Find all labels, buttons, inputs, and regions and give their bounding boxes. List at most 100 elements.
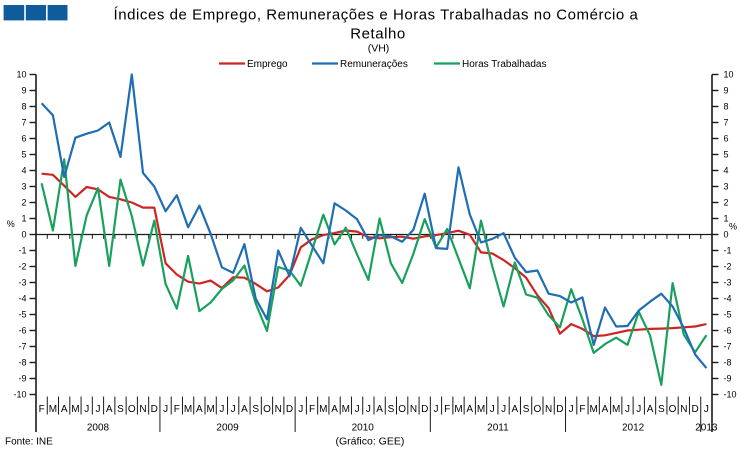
svg-text:N: N — [275, 404, 282, 415]
svg-text:-4: -4 — [724, 294, 732, 304]
svg-text:-10: -10 — [724, 390, 737, 400]
svg-text:-8: -8 — [724, 358, 732, 368]
svg-text:A: A — [331, 404, 338, 415]
svg-text:8: 8 — [21, 102, 26, 112]
svg-text:A: A — [61, 404, 68, 415]
svg-text:M: M — [342, 404, 350, 415]
svg-text:5: 5 — [724, 150, 729, 160]
svg-text:Retalho: Retalho — [350, 26, 406, 43]
svg-text:-2: -2 — [18, 262, 26, 272]
svg-text:F: F — [39, 404, 45, 415]
svg-text:N: N — [680, 404, 687, 415]
svg-text:M: M — [319, 404, 327, 415]
svg-text:J: J — [433, 404, 438, 415]
svg-text:0: 0 — [724, 230, 729, 240]
svg-text:A: A — [647, 404, 654, 415]
svg-text:2013: 2013 — [695, 423, 718, 434]
svg-text:10: 10 — [16, 70, 26, 80]
svg-text:-9: -9 — [18, 374, 26, 384]
svg-text:Emprego: Emprego — [247, 59, 288, 70]
svg-text:-1: -1 — [18, 246, 26, 256]
svg-text:J: J — [355, 404, 360, 415]
svg-text:1: 1 — [724, 214, 729, 224]
svg-text:J: J — [704, 404, 709, 415]
svg-text:-1: -1 — [724, 246, 732, 256]
svg-text:J: J — [84, 404, 89, 415]
svg-text:S: S — [388, 404, 395, 415]
svg-text:9: 9 — [724, 86, 729, 96]
svg-text:J: J — [490, 404, 495, 415]
svg-text:2012: 2012 — [622, 423, 645, 434]
svg-text:-4: -4 — [18, 294, 26, 304]
svg-text:M: M — [71, 404, 79, 415]
svg-text:J: J — [501, 404, 506, 415]
svg-text:M: M — [590, 404, 598, 415]
svg-text:6: 6 — [724, 134, 729, 144]
svg-text:2008: 2008 — [87, 423, 110, 434]
svg-text:2: 2 — [724, 198, 729, 208]
svg-text:A: A — [106, 404, 113, 415]
svg-text:A: A — [466, 404, 473, 415]
svg-text:O: O — [128, 404, 136, 415]
svg-text:M: M — [184, 404, 192, 415]
svg-text:O: O — [263, 404, 271, 415]
svg-text:M: M — [49, 404, 57, 415]
svg-text:J: J — [298, 404, 303, 415]
svg-text:%: % — [729, 222, 737, 232]
svg-text:J: J — [366, 404, 371, 415]
svg-text:-5: -5 — [724, 310, 732, 320]
svg-text:S: S — [117, 404, 124, 415]
svg-text:2: 2 — [21, 198, 26, 208]
svg-text:A: A — [241, 404, 248, 415]
svg-text:4: 4 — [724, 166, 729, 176]
svg-text:O: O — [669, 404, 677, 415]
svg-text:N: N — [545, 404, 552, 415]
svg-text:-3: -3 — [18, 278, 26, 288]
svg-text:O: O — [398, 404, 406, 415]
svg-text:D: D — [691, 404, 698, 415]
svg-text:A: A — [196, 404, 203, 415]
svg-text:J: J — [219, 404, 224, 415]
svg-text:A: A — [511, 404, 518, 415]
svg-text:-2: -2 — [724, 262, 732, 272]
svg-text:F: F — [579, 404, 585, 415]
svg-text:2010: 2010 — [352, 423, 375, 434]
svg-text:F: F — [174, 404, 180, 415]
svg-text:D: D — [421, 404, 428, 415]
svg-text:-3: -3 — [724, 278, 732, 288]
svg-text:4: 4 — [21, 166, 26, 176]
svg-text:-6: -6 — [724, 326, 732, 336]
svg-text:J: J — [636, 404, 641, 415]
svg-text:7: 7 — [21, 118, 26, 128]
svg-text:5: 5 — [21, 150, 26, 160]
svg-text:9: 9 — [21, 86, 26, 96]
svg-text:-10: -10 — [13, 390, 26, 400]
svg-text:J: J — [163, 404, 168, 415]
svg-text:J: J — [231, 404, 236, 415]
svg-text:A: A — [376, 404, 383, 415]
svg-text:-7: -7 — [724, 342, 732, 352]
svg-text:(Gráfico: GEE): (Gráfico: GEE) — [336, 436, 405, 448]
svg-text:N: N — [139, 404, 146, 415]
svg-text:10: 10 — [724, 70, 734, 80]
svg-text:Índices de Emprego, Remuneraçõ: Índices de Emprego, Remunerações e Horas… — [114, 7, 639, 24]
svg-text:-8: -8 — [18, 358, 26, 368]
svg-text:D: D — [556, 404, 563, 415]
svg-text:-6: -6 — [18, 326, 26, 336]
svg-text:O: O — [533, 404, 541, 415]
svg-text:M: M — [454, 404, 462, 415]
svg-text:S: S — [658, 404, 665, 415]
svg-text:S: S — [252, 404, 259, 415]
svg-text:Remunerações: Remunerações — [340, 59, 408, 70]
svg-text:Horas Trabalhadas: Horas Trabalhadas — [462, 59, 547, 70]
svg-text:(VH): (VH) — [368, 43, 390, 55]
svg-text:Fonte: INE: Fonte: INE — [5, 437, 53, 448]
svg-text:J: J — [569, 404, 574, 415]
svg-text:J: J — [95, 404, 100, 415]
svg-text:6: 6 — [21, 134, 26, 144]
svg-text:F: F — [444, 404, 450, 415]
svg-text:D: D — [286, 404, 293, 415]
svg-text:D: D — [151, 404, 158, 415]
svg-text:F: F — [309, 404, 315, 415]
svg-text:%: % — [7, 219, 15, 229]
